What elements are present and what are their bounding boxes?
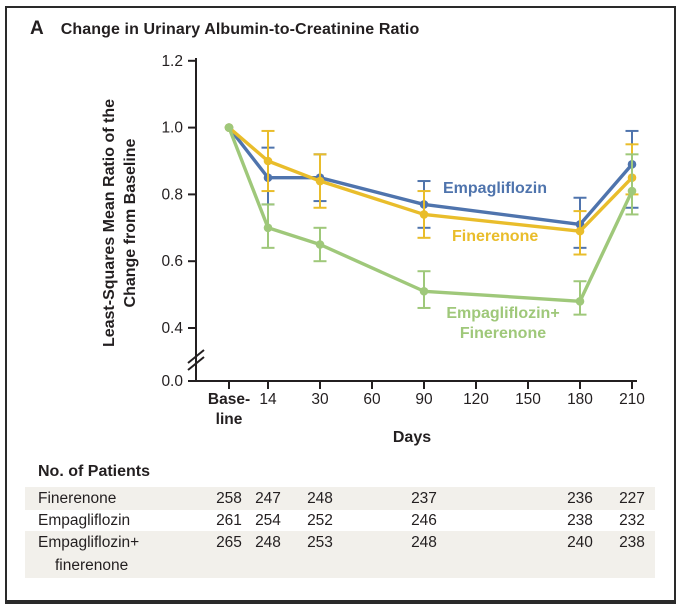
y-tick-label: 0.6: [161, 253, 183, 270]
axes: 1.2 1.0 0.8 0.6 0.4 0.0 Base-line 14 30 60 90 120 15…: [161, 53, 645, 428]
patient-count: 248: [255, 534, 281, 551]
x-tick-label: 180: [567, 391, 593, 408]
y-tick-label: 0.0: [161, 373, 183, 390]
patient-count: 258: [216, 490, 242, 507]
y-tick-label: 0.4: [161, 320, 183, 337]
patient-count: 265: [216, 534, 242, 551]
patient-count: 254: [255, 512, 281, 529]
y-tick-label: 1.0: [161, 120, 183, 137]
x-tick-label: 60: [363, 391, 381, 408]
table-row-label-line2: finerenone: [55, 557, 129, 574]
data-point: [263, 156, 273, 166]
patient-count: 238: [619, 534, 645, 551]
data-point: [315, 176, 325, 186]
data-point: [224, 123, 234, 132]
x-tick-label: Base-: [208, 391, 250, 408]
patient-count: 227: [619, 490, 645, 507]
x-tick-label: line: [216, 411, 243, 428]
data-point: [575, 226, 585, 236]
data-point: [315, 240, 325, 249]
data-point: [627, 186, 637, 196]
patient-count: 240: [567, 534, 593, 551]
patient-count: 247: [255, 490, 281, 507]
patient-count: 238: [567, 512, 593, 529]
table-row-band: [25, 531, 655, 578]
patient-count: 246: [411, 512, 437, 529]
table-row-band: [25, 487, 655, 510]
table-row-label: Empagliflozin: [38, 512, 131, 529]
patient-count: 253: [307, 534, 333, 551]
patient-count: 248: [411, 534, 437, 551]
data-point: [575, 296, 585, 306]
x-tick-label: 90: [415, 391, 433, 408]
x-tick-label: 150: [515, 391, 541, 408]
series-empagliflozin-plus-finerenone: [224, 123, 639, 316]
series-label-empagliflozin: Empagliflozin: [443, 180, 547, 197]
x-tick-label: 30: [311, 391, 329, 408]
y-tick-label: 0.8: [161, 186, 183, 203]
patient-count: 237: [411, 490, 437, 507]
series-label-empagliflozin-finerenone: Empagliflozin+ Finerenone: [446, 305, 560, 342]
patient-count: 261: [216, 512, 242, 529]
series-label-finerenone: Finerenone: [452, 228, 539, 245]
patients-table-header: No. of Patients: [38, 463, 151, 480]
x-tick-label: 120: [463, 391, 489, 408]
x-tick-label: 210: [619, 391, 645, 408]
table-row-label: Empagliflozin+: [38, 534, 140, 551]
panel-letter: A: [30, 18, 44, 39]
table-row-label: Finerenone: [38, 490, 117, 507]
title-row: A Change in Urinary Albumin-to-Creatinin…: [30, 18, 419, 40]
patient-count: 236: [567, 490, 593, 507]
patient-count: 252: [307, 512, 333, 529]
y-tick-label: 1.2: [161, 53, 183, 70]
data-point: [419, 286, 429, 296]
x-tick-label: 14: [259, 391, 277, 408]
data-point: [263, 223, 273, 233]
x-axis-label: Days: [392, 429, 432, 446]
data-point: [419, 210, 429, 219]
figure-title: Change in Urinary Albumin-to-Creatinine …: [60, 21, 420, 38]
patient-count: 248: [307, 490, 333, 507]
patient-count: 232: [619, 512, 645, 529]
